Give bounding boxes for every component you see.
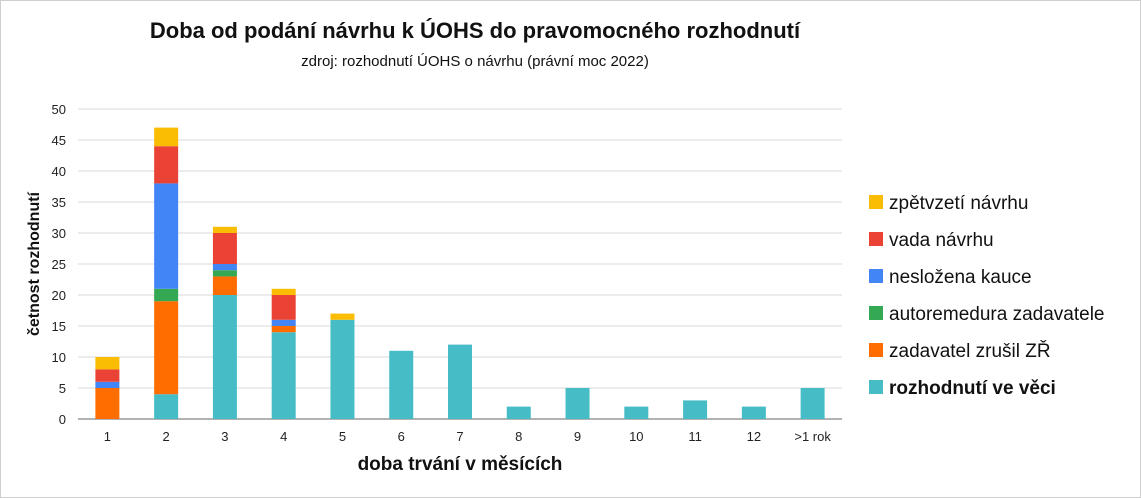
legend-label: rozhodnutí ve věci (889, 378, 1056, 399)
y-tick-label: 30 (52, 226, 66, 241)
bar-segment (741, 406, 766, 419)
y-tick-label: 45 (52, 133, 66, 148)
y-tick-label: 50 (52, 102, 66, 117)
bar-segment (154, 183, 179, 289)
bar-segment (212, 264, 237, 271)
bar-segment (154, 127, 179, 147)
bar-segment (330, 313, 355, 320)
y-tick-label: 25 (52, 257, 66, 272)
x-tick-label: 2 (163, 429, 170, 444)
legend-swatch (869, 195, 883, 209)
bar-segment (212, 276, 237, 295)
y-axis-ticks: 0 5 10 15 20 25 30 35 40 45 50 (52, 102, 66, 427)
x-tick-label: 4 (280, 429, 287, 444)
bar-segment (800, 388, 825, 419)
bar-segment (330, 319, 355, 419)
gridlines (78, 108, 842, 420)
y-tick-label: 20 (52, 288, 66, 303)
x-axis-title: doba trvání v měsících (358, 454, 563, 475)
x-tick-label: 3 (221, 429, 228, 444)
legend-swatch (869, 269, 883, 283)
bars (95, 127, 825, 419)
y-tick-label: 0 (59, 412, 66, 427)
x-tick-label: 1 (104, 429, 111, 444)
bar-segment (154, 301, 179, 395)
legend-label: zpětvzetí návrhu (889, 193, 1028, 214)
legend-swatch (869, 306, 883, 320)
bar-segment (271, 295, 296, 320)
legend-swatch (869, 380, 883, 394)
chart-title: Doba od podání návrhu k ÚOHS do pravomoc… (150, 18, 801, 43)
bar-segment (624, 406, 649, 419)
legend-swatch (869, 232, 883, 246)
bar-segment (95, 357, 120, 370)
x-tick-label: 12 (747, 429, 761, 444)
bar-segment (389, 350, 414, 419)
y-axis-title: četnost rozhodnutí (26, 191, 43, 336)
bar-segment (683, 400, 708, 419)
x-tick-label: 7 (456, 429, 463, 444)
x-axis-ticks: 1 2 3 4 5 6 7 8 9 10 11 12 >1 rok (104, 429, 832, 444)
legend-label: zadavatel zrušil ZŘ (889, 340, 1051, 362)
bar-segment (271, 326, 296, 333)
bar-segment (95, 388, 120, 419)
y-tick-label: 40 (52, 164, 66, 179)
bar-segment (448, 344, 472, 419)
y-tick-label: 5 (59, 381, 66, 396)
chart-subtitle: zdroj: rozhodnutí ÚOHS o návrhu (právní … (301, 53, 649, 70)
x-tick-label: >1 rok (794, 429, 831, 444)
legend: zpětvzetí návrhu vada návrhu nesložena kau… (869, 193, 1104, 399)
bar-segment (506, 406, 531, 419)
x-tick-label: 5 (339, 429, 346, 444)
bar-segment (154, 288, 179, 302)
y-tick-label: 10 (52, 350, 66, 365)
bar-segment (212, 295, 237, 419)
x-tick-label: 11 (688, 429, 702, 444)
legend-label: autoremedura zadavatele (889, 304, 1104, 325)
bar-segment (95, 381, 120, 388)
bar-segment (565, 388, 590, 419)
y-tick-label: 35 (52, 195, 66, 210)
x-tick-label: 6 (398, 429, 405, 444)
legend-swatch (869, 343, 883, 357)
bar-segment (154, 146, 179, 184)
bar-segment (212, 226, 237, 233)
y-tick-label: 15 (52, 319, 66, 334)
bar-segment (154, 394, 179, 419)
x-tick-label: 9 (574, 429, 581, 444)
x-tick-label: 8 (515, 429, 522, 444)
legend-label: nesložena kauce (889, 267, 1032, 288)
legend-label: vada návrhu (889, 230, 994, 251)
bar-segment (95, 369, 120, 382)
bar-segment (271, 319, 296, 326)
bar-segment (212, 233, 237, 264)
bar-segment (271, 332, 296, 419)
bar-segment (271, 288, 296, 295)
x-tick-label: 10 (629, 429, 643, 444)
bar-segment (212, 270, 237, 277)
